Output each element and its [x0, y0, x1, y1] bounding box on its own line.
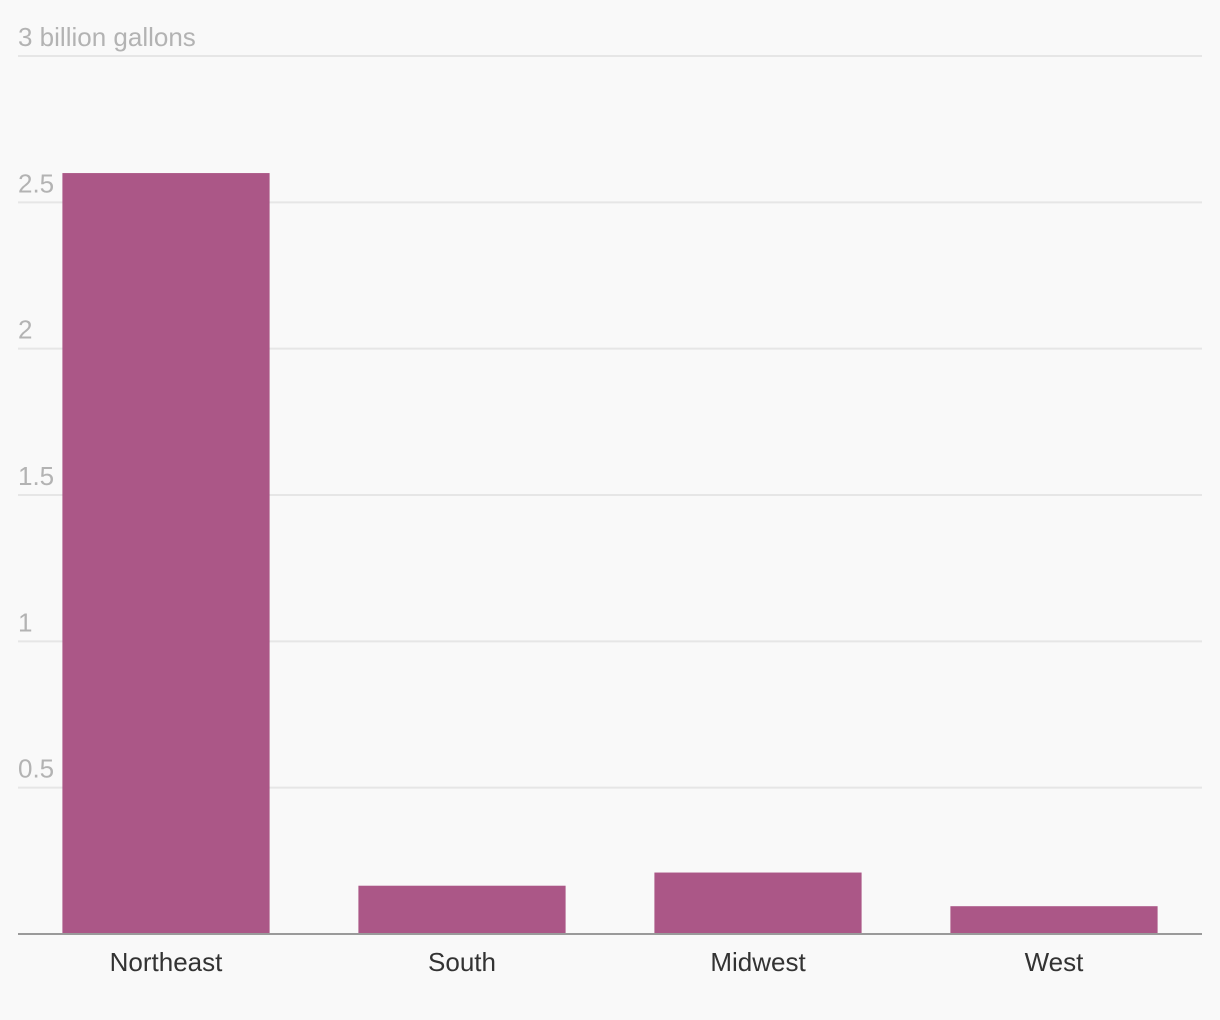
x-tick-labels: Northeast South Midwest West [110, 947, 1085, 977]
x-tick-label: West [1025, 947, 1085, 977]
bar-west [950, 906, 1158, 934]
x-tick-label: Northeast [110, 947, 223, 977]
y-tick-label: 2 [18, 315, 32, 345]
y-tick-label: 3 billion gallons [18, 22, 196, 52]
y-tick-labels: 0.5 1 1.5 2 2.5 3 billion gallons [18, 22, 196, 784]
y-tick-label: 0.5 [18, 754, 54, 784]
x-tick-label: South [428, 947, 496, 977]
x-tick-label: Midwest [710, 947, 806, 977]
y-tick-label: 1.5 [18, 461, 54, 491]
bar-south [358, 885, 566, 934]
y-tick-label: 1 [18, 607, 32, 637]
bars [62, 173, 1158, 935]
bar-midwest [654, 872, 862, 934]
y-tick-label: 2.5 [18, 168, 54, 198]
bar-northeast [62, 173, 270, 935]
